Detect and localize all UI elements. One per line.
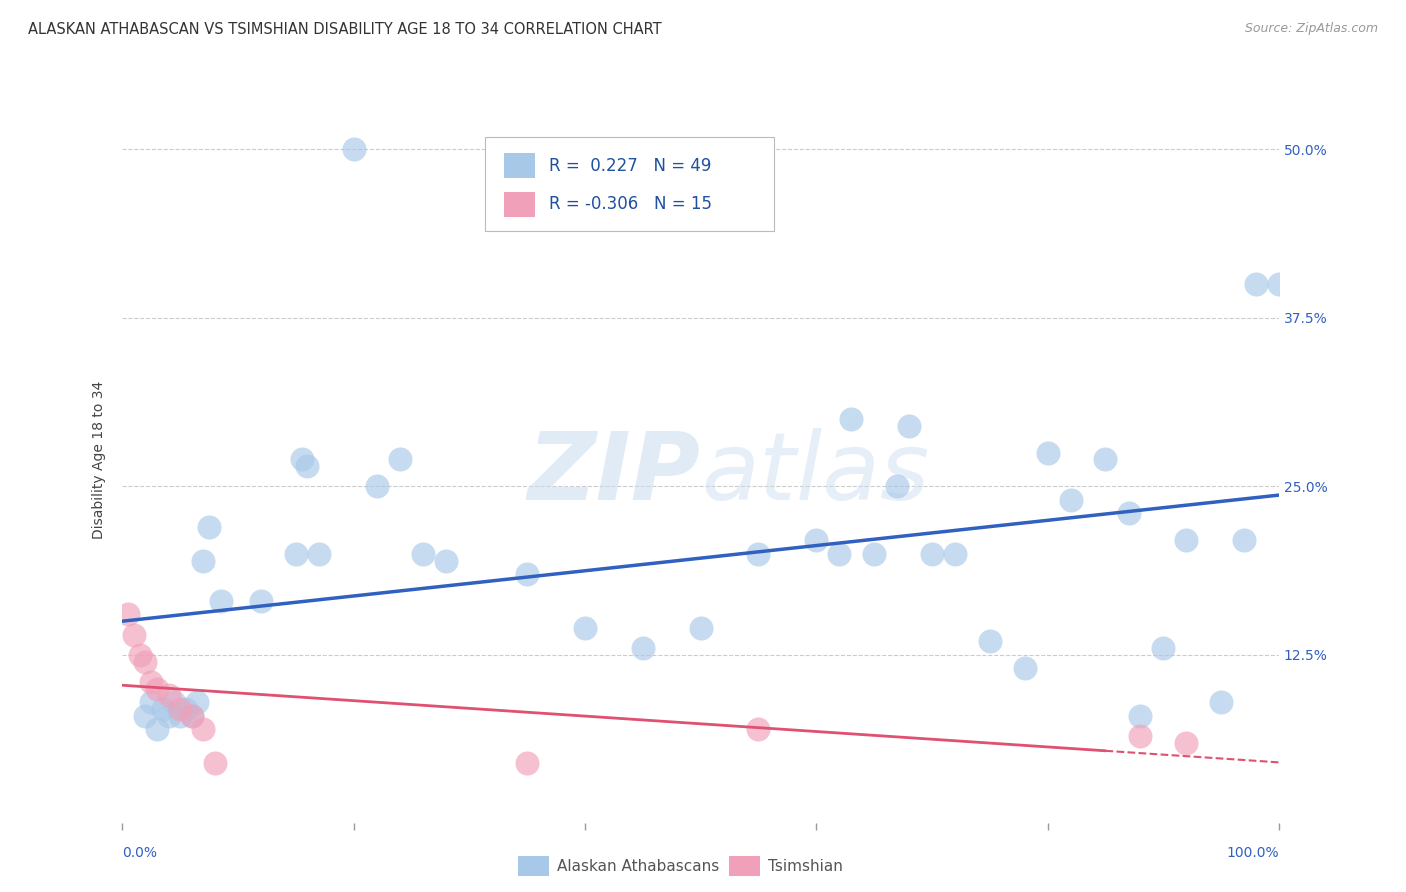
Point: [1014, 661, 1036, 675]
Point: [1175, 735, 1198, 749]
Point: [122, 628, 145, 642]
Text: ZIP: ZIP: [527, 428, 700, 520]
Point: [1268, 277, 1291, 291]
Point: [204, 756, 226, 770]
Point: [291, 452, 314, 467]
Point: [250, 594, 273, 608]
Y-axis label: Disability Age 18 to 34: Disability Age 18 to 34: [93, 380, 107, 539]
Point: [157, 708, 180, 723]
Point: [839, 412, 862, 426]
Point: [1060, 492, 1083, 507]
Point: [979, 634, 1001, 648]
Point: [516, 756, 538, 770]
Point: [516, 567, 538, 582]
Point: [747, 722, 769, 736]
Text: ALASKAN ATHABASCAN VS TSIMSHIAN DISABILITY AGE 18 TO 34 CORRELATION CHART: ALASKAN ATHABASCAN VS TSIMSHIAN DISABILI…: [28, 22, 662, 37]
Point: [1175, 533, 1198, 548]
Point: [297, 459, 319, 474]
Point: [943, 547, 966, 561]
Point: [198, 520, 221, 534]
Text: R = -0.306   N = 15: R = -0.306 N = 15: [548, 195, 711, 213]
Point: [897, 418, 920, 433]
Point: [117, 607, 139, 622]
Point: [1036, 445, 1059, 459]
Point: [169, 702, 191, 716]
Point: [152, 702, 174, 716]
Point: [343, 142, 366, 156]
Point: [921, 547, 943, 561]
Point: [863, 547, 886, 561]
Point: [366, 479, 388, 493]
Point: [186, 695, 208, 709]
Point: [689, 621, 711, 635]
Point: [574, 621, 596, 635]
Point: [1211, 695, 1233, 709]
Point: [1118, 506, 1140, 520]
Point: [174, 702, 197, 716]
Point: [141, 695, 163, 709]
Point: [806, 533, 828, 548]
Point: [146, 681, 169, 696]
Point: [180, 708, 202, 723]
Text: Source: ZipAtlas.com: Source: ZipAtlas.com: [1244, 22, 1378, 36]
Point: [631, 641, 654, 656]
Point: [193, 722, 215, 736]
Point: [193, 553, 215, 567]
Text: Alaskan Athabascans: Alaskan Athabascans: [557, 859, 720, 873]
Text: atlas: atlas: [700, 428, 929, 519]
Point: [169, 708, 191, 723]
Point: [163, 695, 186, 709]
Point: [1094, 452, 1116, 467]
Text: 100.0%: 100.0%: [1226, 846, 1279, 860]
Text: 0.0%: 0.0%: [122, 846, 157, 860]
Point: [308, 547, 330, 561]
Point: [284, 547, 307, 561]
Point: [209, 594, 232, 608]
Point: [747, 547, 769, 561]
Point: [134, 708, 156, 723]
Point: [180, 708, 202, 723]
Point: [1129, 708, 1152, 723]
Point: [134, 655, 156, 669]
Point: [434, 553, 457, 567]
Point: [1152, 641, 1174, 656]
Point: [146, 722, 169, 736]
Point: [1233, 533, 1256, 548]
Point: [388, 452, 411, 467]
Point: [141, 674, 163, 689]
Point: [412, 547, 434, 561]
Point: [1129, 729, 1152, 743]
Point: [828, 547, 851, 561]
Point: [886, 479, 908, 493]
Point: [1244, 277, 1267, 291]
Point: [157, 689, 180, 703]
Point: [128, 648, 150, 662]
Text: Tsimshian: Tsimshian: [768, 859, 844, 873]
Text: R =  0.227   N = 49: R = 0.227 N = 49: [548, 157, 711, 175]
